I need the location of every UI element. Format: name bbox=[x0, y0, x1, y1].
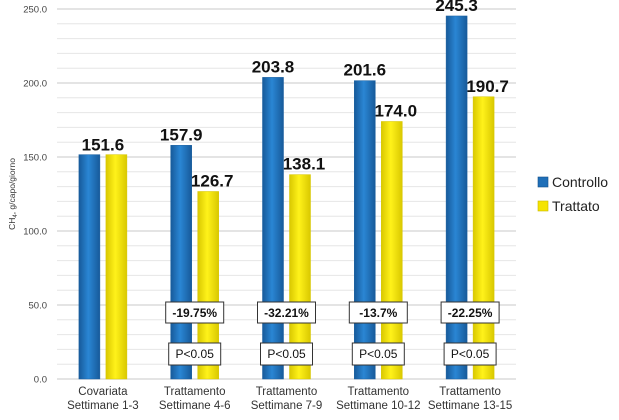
change-percent: -32.21% bbox=[264, 306, 309, 320]
x-category-label: Trattamento bbox=[256, 386, 318, 398]
x-category-label: Settimane 4-6 bbox=[159, 400, 231, 412]
value-label-trattato: 126.7 bbox=[191, 171, 234, 190]
bar-trattato bbox=[381, 121, 403, 380]
bar-trattato bbox=[197, 191, 219, 380]
y-tick-label: 200.0 bbox=[23, 79, 47, 90]
value-label-trattato: 190.7 bbox=[466, 77, 509, 96]
x-category-label: Trattamento bbox=[164, 386, 226, 398]
change-percent: -13.7% bbox=[359, 306, 397, 320]
value-label-trattato: 138.1 bbox=[283, 155, 326, 174]
value-label-controllo: 201.6 bbox=[344, 61, 387, 80]
change-box bbox=[257, 301, 316, 324]
bar-trattato bbox=[472, 96, 495, 380]
p-value-box bbox=[260, 342, 313, 366]
legend-label-trattato: Trattato bbox=[552, 198, 600, 214]
bar-controllo bbox=[445, 15, 468, 380]
y-tick-label: 50.0 bbox=[29, 301, 48, 312]
annotations: -19.75% P<0.05 -32.21% P<0.05 -13.7% P<0.05 -2… bbox=[165, 301, 500, 366]
legend-swatch-controllo bbox=[537, 176, 549, 188]
value-label-controllo: 203.8 bbox=[252, 57, 295, 76]
p-value: P<0.05 bbox=[451, 347, 490, 361]
change-box bbox=[348, 301, 408, 324]
y-tick-label: 150.0 bbox=[23, 153, 47, 164]
legend-label-controllo: Controllo bbox=[552, 174, 608, 190]
x-axis-categories: Covariata Settimane 1-3 Trattamento Settima… bbox=[67, 386, 512, 412]
value-label-trattato: 174.0 bbox=[375, 101, 418, 120]
x-category-label: Covariata bbox=[78, 386, 128, 398]
p-value: P<0.05 bbox=[176, 347, 215, 361]
p-value-box bbox=[168, 342, 222, 366]
change-percent: -22.25% bbox=[448, 306, 493, 320]
bar-trattato bbox=[105, 154, 128, 380]
change-percent: -19.75% bbox=[172, 306, 217, 320]
p-value: P<0.05 bbox=[267, 347, 306, 361]
x-category-label: Trattamento bbox=[348, 386, 410, 398]
y-tick-label: 250.0 bbox=[23, 5, 47, 16]
value-label-controllo: 157.9 bbox=[160, 125, 203, 144]
bar-controllo bbox=[262, 77, 284, 380]
y-tick-label: 0.0 bbox=[34, 375, 47, 386]
y-axis-label: CH4, g/capo/giorno bbox=[7, 158, 19, 230]
x-category-label: Settimane 13-15 bbox=[428, 400, 512, 412]
change-box bbox=[165, 301, 225, 324]
legend: Controllo Trattato bbox=[537, 174, 608, 214]
change-box bbox=[440, 301, 500, 324]
y-axis-ticks: 0.0 50.0 100.0 150.0 200.0 250.0 bbox=[23, 5, 47, 386]
x-category-label: Settimane 7-9 bbox=[251, 400, 323, 412]
legend-swatch-trattato bbox=[537, 200, 549, 212]
x-category-label: Settimane 1-3 bbox=[67, 400, 139, 412]
bar-controllo bbox=[78, 154, 101, 380]
bar-trattato bbox=[289, 174, 311, 380]
value-label: 151.6 bbox=[82, 136, 125, 155]
p-value: P<0.05 bbox=[359, 347, 398, 361]
value-labels: 151.6 157.9 126.7 203.8 138.1 201.6 174.0 245.3… bbox=[82, 0, 509, 190]
x-category-label: Trattamento bbox=[439, 386, 501, 398]
p-value-box bbox=[351, 342, 405, 366]
bar-controllo bbox=[354, 80, 376, 380]
gridlines bbox=[57, 8, 516, 380]
x-category-label: Settimane 10-12 bbox=[336, 400, 420, 412]
value-label-controllo: 245.3 bbox=[435, 0, 478, 15]
p-value-box bbox=[443, 342, 497, 366]
y-tick-label: 100.0 bbox=[23, 227, 47, 238]
